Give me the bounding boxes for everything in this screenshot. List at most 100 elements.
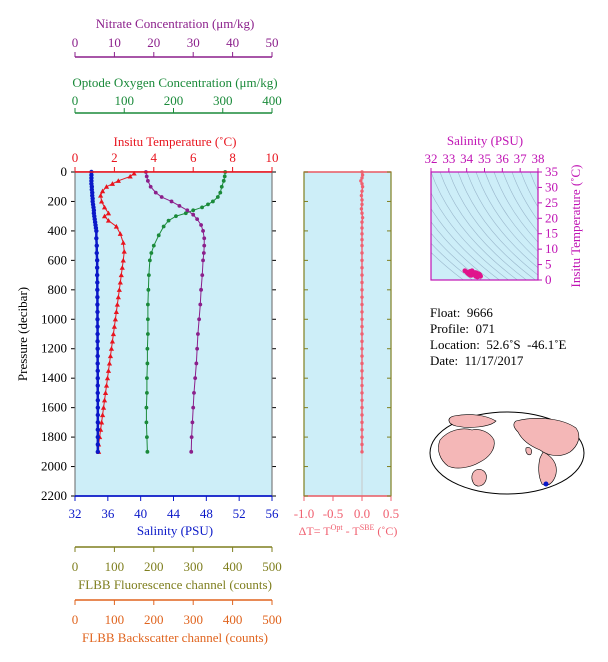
ts-temperature-tick-label: 10	[545, 241, 558, 256]
nitrate-tick-label: 50	[266, 35, 279, 50]
ts-point	[474, 274, 480, 280]
nitrate-point	[191, 405, 196, 410]
delta-t-axis-title: ΔT= TOpt - TSBE (˚C)	[299, 523, 398, 538]
delta-t-tick-label: 0.0	[354, 506, 370, 521]
temperature-point	[108, 346, 115, 351]
nitrate-point	[194, 361, 199, 366]
temperature-point	[106, 360, 113, 366]
pressure-axis-title: Pressure (decibar)	[15, 287, 30, 381]
salinity-point	[95, 368, 100, 374]
ts-temperature-tick-label: 25	[545, 195, 558, 210]
oxygen-point	[144, 405, 149, 410]
salinity-point	[95, 280, 100, 285]
salinity-tick-label: 40	[134, 506, 147, 521]
ts-temperature-axis-title: Insitu Temperature (˚C)	[568, 164, 583, 287]
delta-t-point	[360, 211, 364, 215]
salinity-axis-title: Salinity (PSU)	[137, 523, 213, 538]
oxygen-axis-title: Optode Oxygen Concentration (μm/kg)	[72, 75, 277, 90]
backscatter-tick-label: 400	[223, 612, 243, 627]
ts-density-contour	[431, 221, 491, 280]
temperature-point	[105, 210, 112, 216]
pressure-tick-label: 400	[48, 223, 68, 238]
delta-t-point	[360, 273, 364, 277]
nitrate-point	[197, 317, 202, 322]
temperature-point	[115, 294, 121, 300]
oxygen-point	[146, 273, 151, 277]
oxygen-point	[147, 258, 152, 263]
nitrate-point	[191, 212, 196, 217]
temperature-point	[115, 178, 121, 183]
oxygen-point	[144, 420, 149, 425]
delta-t-axis-ticks: -1.0 -0.5 0.0 0.5	[294, 171, 399, 521]
delta-t-point	[360, 176, 364, 180]
pressure-tick-label: 1600	[41, 400, 67, 415]
temperature-point	[100, 405, 107, 410]
backscatter-tick-label: 300	[183, 612, 203, 627]
nitrate-point	[144, 174, 149, 179]
salinity-point	[95, 398, 101, 403]
temperature-point	[109, 338, 116, 344]
nitrate-point	[153, 190, 158, 195]
delta-t-point	[360, 198, 364, 202]
delta-t-point	[360, 295, 364, 299]
ts-density-contour	[466, 172, 538, 269]
salinity-point	[95, 420, 101, 425]
ts-density-contour	[511, 172, 538, 221]
delta-t-point	[360, 391, 364, 395]
salinity-point	[95, 302, 100, 307]
delta-t-plot-area	[304, 172, 391, 496]
oxygen-point	[221, 178, 226, 183]
nitrate-point	[201, 258, 205, 263]
pressure-tick-label: 1400	[41, 370, 67, 385]
fluorescence-axis: 0 100 200 300 400 500 FLBB Fluorescence chann…	[72, 546, 282, 592]
temperature-point	[120, 257, 126, 263]
delta-t-point	[360, 238, 364, 242]
nitrate-point	[196, 332, 200, 336]
nitrate-point	[195, 217, 200, 222]
pressure-tick-label: 2200	[41, 488, 67, 503]
delta-t-point	[360, 317, 364, 321]
temperature-point	[121, 248, 127, 254]
delta-t-point	[360, 182, 364, 186]
temperature-point	[105, 368, 112, 373]
temperature-point	[105, 218, 112, 223]
salinity-tick-label: 48	[200, 506, 213, 521]
nitrate-point	[202, 243, 207, 248]
oxygen-tick-label: 300	[213, 93, 233, 108]
nitrate-axis-title: Nitrate Concentration (μm/kg)	[96, 16, 255, 31]
salinity-point	[94, 243, 99, 248]
temperature-point	[98, 192, 104, 198]
temperature-point	[101, 213, 108, 219]
oxygen-point	[145, 361, 150, 366]
oxygen-tick-label: 200	[164, 93, 184, 108]
salinity-point	[94, 265, 100, 270]
temperature-tick-label: 10	[266, 150, 279, 165]
ts-density-contour	[502, 172, 538, 233]
backscatter-tick-label: 500	[262, 612, 282, 627]
delta-t-point	[360, 435, 364, 439]
temperature-point	[114, 301, 120, 307]
backscatter-tick-label: 0	[72, 612, 79, 627]
profile-panel: 0 200 400 600 800 1000 1200 1400 1600 1800 2000 220…	[15, 164, 279, 538]
nitrate-point	[192, 391, 196, 395]
oxygen-point	[151, 243, 156, 248]
backscatter-tick-label: 100	[105, 612, 125, 627]
salinity-point	[95, 294, 100, 300]
oxygen-point	[219, 184, 224, 189]
delta-t-point	[360, 413, 364, 417]
oxygen-point	[200, 205, 204, 210]
salinity-point	[95, 317, 100, 322]
delta-t-point	[360, 405, 364, 410]
ts-points	[462, 268, 483, 280]
delta-t-point	[360, 347, 364, 351]
oxygen-point	[146, 287, 151, 292]
delta-t-series	[359, 170, 365, 454]
temperature-point	[113, 309, 119, 314]
salinity-point	[95, 309, 100, 315]
ts-density-contour	[439, 172, 527, 280]
ts-density-contour	[431, 232, 482, 280]
pressure-tick-label: 800	[48, 282, 68, 297]
temperature-tick-label: 2	[111, 150, 118, 165]
temperature-point	[99, 412, 106, 418]
